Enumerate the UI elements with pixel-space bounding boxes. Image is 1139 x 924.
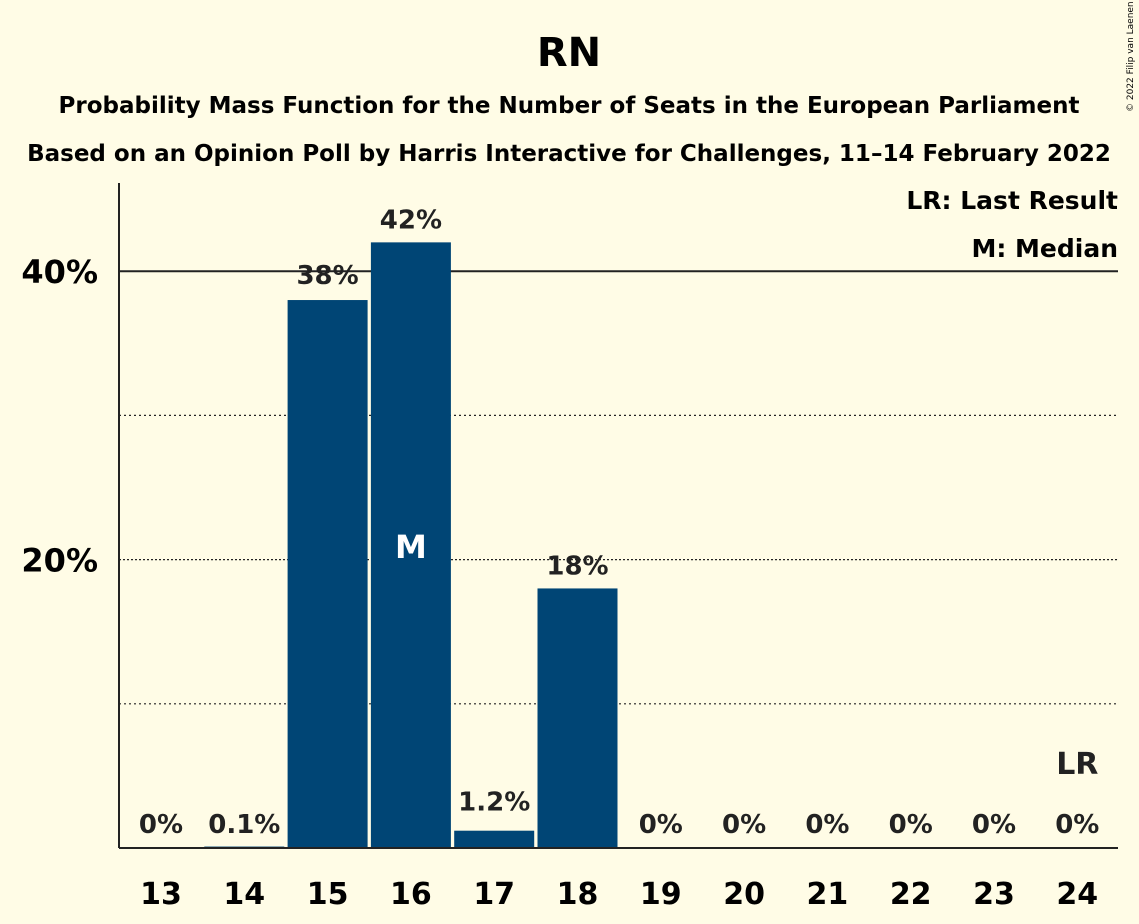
data-label-19: 0%: [639, 810, 683, 840]
y-axis-ticks: 20% 40%: [21, 253, 98, 579]
data-label-17: 1.2%: [458, 788, 530, 818]
median-marker: M: [395, 528, 427, 566]
bar-18: [537, 588, 618, 848]
bar-17: [454, 830, 535, 848]
legend-median: M: Median: [971, 234, 1118, 263]
x-tick-label-15: 15: [307, 877, 349, 912]
data-label-20: 0%: [722, 810, 766, 840]
x-tick-label-23: 23: [973, 877, 1015, 912]
x-tick-label-13: 13: [140, 877, 182, 912]
x-tick-label-17: 17: [473, 877, 515, 912]
chart-subtitle-1: Probability Mass Function for the Number…: [59, 93, 1080, 119]
x-tick-label-14: 14: [223, 877, 265, 912]
data-label-23: 0%: [972, 810, 1016, 840]
gridlines: [119, 270, 1118, 705]
bar-16: [370, 242, 451, 849]
bars: [204, 242, 618, 849]
data-label-24: 0%: [1055, 810, 1099, 840]
data-label-21: 0%: [805, 810, 849, 840]
x-tick-label-24: 24: [1056, 877, 1098, 912]
y-tick-label: 20%: [21, 542, 98, 580]
data-label-16: 42%: [380, 205, 442, 235]
data-label-13: 0%: [139, 810, 183, 840]
x-tick-label-20: 20: [723, 877, 765, 912]
x-tick-label-19: 19: [640, 877, 682, 912]
x-axis-ticks: 13 14 15 16 17 18 19 20 21 22 23 24: [140, 877, 1098, 912]
x-tick-label-21: 21: [807, 877, 849, 912]
last-result-marker: LR: [1056, 747, 1098, 782]
x-tick-label-16: 16: [390, 877, 432, 912]
data-label-14: 0.1%: [208, 810, 280, 840]
chart-subtitle-2: Based on an Opinion Poll by Harris Inter…: [27, 141, 1111, 167]
legend-last-result: LR: Last Result: [906, 186, 1118, 215]
data-label-18: 18%: [546, 551, 608, 581]
bar-15: [287, 300, 368, 848]
y-tick-label: 40%: [21, 253, 98, 291]
x-tick-label-22: 22: [890, 877, 932, 912]
data-labels: 0% 0.1% 38% 42% M 1.2% 18% 0% 0% 0% 0% 0% 0% LR: [139, 205, 1099, 840]
chart-title: RN: [537, 30, 601, 76]
data-label-15: 38%: [296, 261, 358, 291]
data-label-22: 0%: [889, 810, 933, 840]
x-tick-label-18: 18: [557, 877, 599, 912]
copyright-notice: © 2022 Filip van Laenen: [1126, 1, 1136, 112]
